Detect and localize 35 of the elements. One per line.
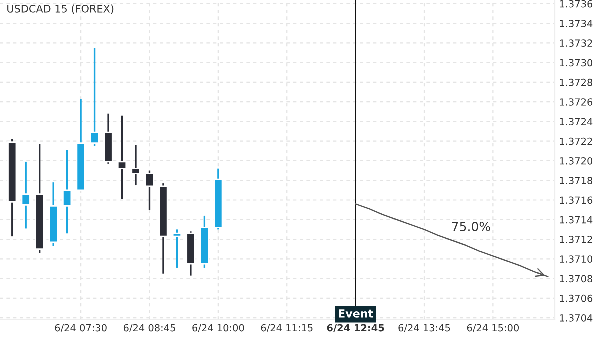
- y-tick-label: 1.3708: [560, 275, 593, 283]
- candlestick: [172, 228, 182, 269]
- x-tick-label: 6/24 13:45: [398, 324, 450, 332]
- y-tick-label: 1.3704: [560, 314, 593, 322]
- x-tick-label: 6/24 10:00: [192, 324, 244, 332]
- y-tick-label: 1.3712: [560, 236, 592, 244]
- y-tick-label: 1.3716: [560, 196, 593, 204]
- y-tick-label: 1.3714: [560, 216, 593, 224]
- y-tick-label: 1.3718: [560, 177, 593, 184]
- candlestick: [62, 149, 72, 234]
- y-tick-label: 1.3736: [560, 0, 593, 8]
- chart-title: USDCAD 15 (FOREX): [8, 4, 114, 14]
- y-tick-label: 1.3706: [560, 294, 593, 302]
- x-tick-label: 6/24 07:30: [55, 324, 107, 332]
- candlestick: [90, 47, 100, 148]
- y-tick-label: 1.3720: [560, 157, 593, 165]
- y-tick-label: 1.3728: [560, 78, 593, 86]
- candlestick: [131, 144, 141, 186]
- x-tick-label: 6/24 15:00: [467, 324, 520, 332]
- candlestick: [144, 170, 155, 211]
- y-tick-label: 1.3734: [560, 20, 593, 28]
- y-tick-label: 1.3730: [560, 59, 593, 67]
- y-tick-label: 1.3710: [560, 256, 593, 263]
- y-tick-label: 1.3726: [560, 98, 593, 106]
- annotation: 75.0%: [452, 222, 490, 232]
- x-tick-label: 6/24 11:15: [261, 324, 313, 332]
- y-tick-label: 1.3722: [560, 138, 592, 146]
- x-tick-label: 6/24 08:45: [124, 324, 176, 332]
- candlestick: [117, 114, 128, 200]
- ref-line-label: Event: [339, 310, 374, 318]
- candlestick: [21, 161, 31, 230]
- y-tick-label: 1.3724: [560, 118, 593, 126]
- line-series: [355, 204, 549, 278]
- x-tick-label: 6/24 12:45: [327, 324, 384, 332]
- y-tick-label: 1.3732: [560, 40, 592, 48]
